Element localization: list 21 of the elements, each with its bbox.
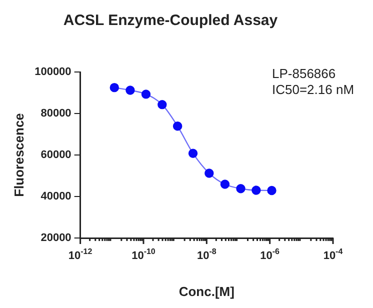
point: [188, 148, 198, 158]
y-tick-label: 80000: [40, 108, 72, 120]
point: [126, 86, 135, 95]
point: [158, 100, 167, 110]
y-tick-label: 100000: [34, 66, 72, 78]
y-tick-label: 40000: [40, 190, 72, 203]
annotation: LP-856866: [272, 66, 337, 82]
y-axis-title: Fluorescence: [11, 113, 26, 197]
y-tick-label: 20000: [40, 232, 72, 244]
chart-title: ACSL Enzyme-Coupled Assay: [63, 12, 278, 30]
point: [204, 168, 214, 178]
point: [252, 186, 261, 195]
annotation: IC50=2.16 nM: [272, 82, 354, 98]
point: [141, 90, 151, 99]
point: [236, 184, 246, 194]
point: [267, 186, 276, 196]
point: [172, 122, 182, 131]
y-tick-label: 60000: [40, 149, 72, 162]
point: [220, 180, 230, 189]
point: [110, 82, 119, 92]
x-axis-title: Conc.[M]: [178, 284, 234, 299]
